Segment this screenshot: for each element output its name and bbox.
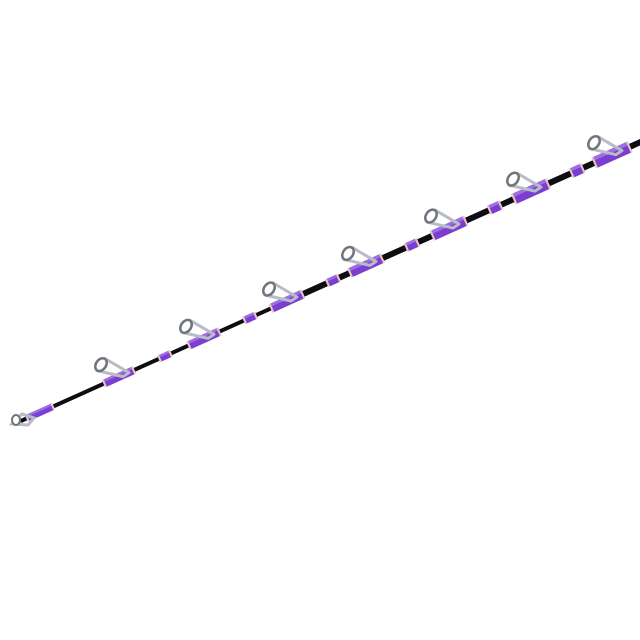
tip-wrap bbox=[24, 403, 56, 422]
guide-ring bbox=[424, 208, 438, 224]
guide-ring bbox=[179, 318, 193, 335]
accent-wrap bbox=[324, 273, 342, 288]
accent-wrap bbox=[403, 238, 421, 252]
accent-wrap bbox=[242, 311, 258, 325]
guide-ring bbox=[341, 245, 355, 262]
accent-wrap bbox=[568, 163, 586, 179]
guide-ring bbox=[587, 134, 601, 151]
accent-wrap bbox=[486, 200, 504, 215]
guide-ring bbox=[506, 171, 520, 187]
tip-top-ring bbox=[11, 414, 21, 426]
accent-wrap bbox=[157, 350, 173, 363]
guide-ring bbox=[94, 356, 108, 373]
guide-ring bbox=[262, 281, 276, 297]
